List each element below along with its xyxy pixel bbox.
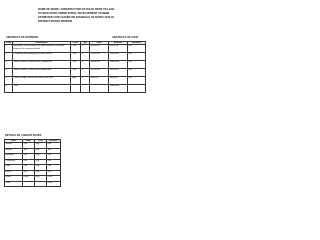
header-line: ESTIMATED COST BASED ON SCHEDULE OF RATE…	[38, 16, 114, 19]
column-header: Remarks	[127, 40, 146, 46]
cell: 1	[80, 68, 90, 78]
row: 2 Providing and laying gravel base course…	[4, 52, 146, 62]
header-row: S.No Description Unit Qty Rate Amount Remarks	[4, 40, 146, 46]
cell: 4	[4, 68, 13, 78]
cell: SR	[127, 44, 146, 54]
cell: 35000.00	[108, 44, 128, 54]
cell: SR	[127, 52, 146, 62]
estimate-table: S.No Description Unit Qty Rate Amount Remarks 1…	[4, 40, 146, 94]
cell: WBM Grade II 100mm thick compacted	[12, 60, 71, 70]
cell: Cum	[70, 60, 81, 70]
row: 5 Premix carpet 20mm thick with seal coat…	[4, 76, 146, 86]
cell: SR	[127, 60, 146, 70]
row: 3 WBM Grade II 100mm thick compacted Cum 1 1…	[4, 60, 146, 70]
subtitle: ABSTRACT OF ESTIMATE	[6, 36, 39, 39]
cell	[80, 84, 90, 94]
column-header: Amount	[46, 138, 61, 144]
cell: 12500.00	[108, 52, 128, 62]
cell: 18400.00	[108, 60, 128, 70]
cell: Sqm	[70, 76, 81, 86]
cell: 3	[4, 60, 13, 70]
header-line: TO MAIN ROAD UNDER RURAL DEVELOPMENT SCH…	[38, 12, 110, 15]
cell: 16200.00	[108, 68, 128, 78]
cell	[89, 84, 109, 94]
cell: 35000.00	[89, 44, 109, 54]
row: 6 Total 91900.00	[4, 84, 146, 94]
cell: 1	[80, 60, 90, 70]
cell	[127, 84, 146, 94]
cell: WBM Grade III 75mm thick compacted	[12, 68, 71, 78]
cell: 1	[80, 44, 90, 54]
cell: SR	[127, 68, 146, 78]
cell: SR	[127, 76, 146, 86]
labour-title: DETAILS OF LABOUR RATES	[5, 134, 42, 137]
cell: 12500.00	[89, 52, 109, 62]
cell: Cum	[70, 52, 81, 62]
cell: 1	[4, 44, 13, 54]
cell: 1	[80, 76, 90, 86]
header-row: Item Rate Unit Amount	[4, 138, 61, 144]
cell: Total	[4, 180, 23, 188]
cell: 91900.00	[108, 84, 128, 94]
cell: 9800.00	[89, 76, 109, 86]
cell	[34, 180, 47, 188]
cell: Earthwork in excavation for road formati…	[12, 44, 71, 54]
cell: 6	[4, 84, 13, 94]
cell: Providing and laying gravel base course	[12, 52, 71, 62]
cell: Cum	[70, 68, 81, 78]
row: 4 WBM Grade III 75mm thick compacted Cum 1 1…	[4, 68, 146, 78]
cell: Total	[12, 84, 71, 94]
cell	[70, 84, 81, 94]
labour-table: Item Rate Unit Amount Mason 450 Day 450 Helper 30…	[4, 138, 61, 188]
cell: 16200.00	[89, 68, 109, 78]
row: Total 4760	[4, 180, 61, 188]
cell: 4760	[46, 180, 61, 188]
header-line: NAME OF WORK: CONSTRUCTION OF ROAD FROM …	[38, 8, 115, 11]
header-line: DISTRICT ROADS DIVISION	[38, 20, 73, 23]
cell: 9800.00	[108, 76, 128, 86]
cell: Premix carpet 20mm thick with seal coat	[12, 76, 71, 86]
cell	[22, 180, 35, 188]
cell: Cum	[70, 44, 81, 54]
note: ABSTRACT OF COST	[112, 36, 139, 39]
page: NAME OF WORK: CONSTRUCTION OF ROAD FROM …	[0, 0, 149, 198]
cell: 5	[4, 76, 13, 86]
cell: 2	[4, 52, 13, 62]
row: 1 Earthwork in excavation for road format…	[4, 44, 146, 54]
row: Mason 450 Day 450	[4, 142, 61, 149]
cell: 1	[80, 52, 90, 62]
cell: 18400.00	[89, 60, 109, 70]
